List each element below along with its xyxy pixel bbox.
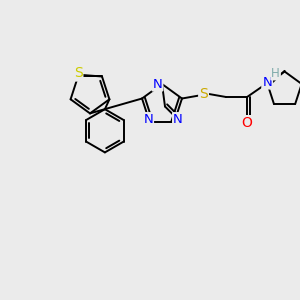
- Text: S: S: [74, 67, 82, 80]
- Text: N: N: [153, 77, 162, 91]
- Text: N: N: [173, 113, 183, 126]
- Text: N: N: [143, 113, 153, 126]
- Text: O: O: [242, 116, 253, 130]
- Text: S: S: [199, 87, 208, 101]
- Text: H: H: [271, 67, 280, 80]
- Text: N: N: [262, 76, 272, 88]
